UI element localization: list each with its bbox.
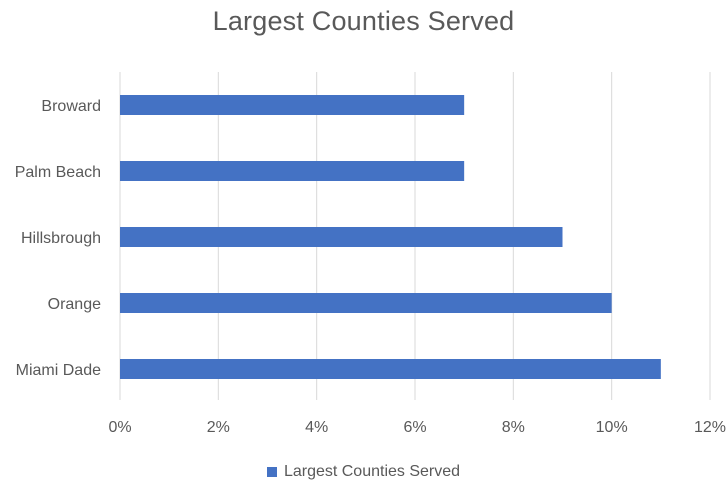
legend: Largest Counties Served [0, 463, 727, 481]
legend-swatch [266, 467, 277, 477]
category-label: Miami Dade [16, 362, 101, 379]
x-tick-label: 0% [108, 419, 131, 436]
bar [120, 227, 563, 247]
category-label: Orange [48, 296, 101, 313]
chart-title: Largest Counties Served [212, 6, 515, 36]
x-tick-label: 2% [207, 419, 230, 436]
legend-label: Largest Counties Served [283, 463, 461, 480]
category-label: Broward [41, 98, 101, 115]
x-tick-label: 10% [596, 419, 628, 436]
bar [120, 293, 612, 313]
bar [120, 161, 465, 181]
x-tick-label: 8% [502, 419, 525, 436]
bar [120, 359, 661, 379]
x-tick-label: 12% [694, 419, 726, 436]
bar [120, 95, 465, 115]
x-tick-label: 6% [403, 419, 426, 436]
category-label: Hillsbrough [21, 230, 101, 247]
x-tick-label: 4% [305, 419, 328, 436]
category-label: Palm Beach [15, 164, 101, 181]
